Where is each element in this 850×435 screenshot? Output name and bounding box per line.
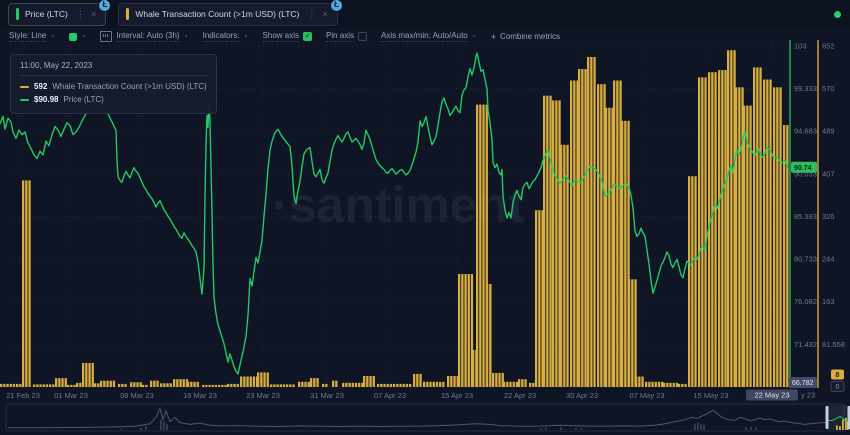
svg-text:y 23: y 23	[801, 391, 815, 400]
tab-whale-label: Whale Transaction Count (>1m USD) (LTC)	[135, 9, 300, 19]
whale-accent-bar	[126, 8, 130, 20]
svg-text:22 May 23: 22 May 23	[754, 391, 789, 400]
svg-text:80.733: 80.733	[794, 255, 817, 264]
tab-close-icon[interactable]: ×	[322, 8, 328, 20]
tab-price-label: Price (LTC)	[25, 9, 68, 19]
svg-text:8: 8	[836, 372, 840, 379]
chevron-down-icon: ⌄	[471, 33, 477, 39]
tooltip-row-whale: 592 Whale Transaction Count (>1m USD) (L…	[20, 81, 207, 94]
tab-menu-icon[interactable]: ⋮	[75, 8, 85, 19]
pin-axis-label: Pin axis	[326, 31, 355, 42]
svg-text:81.558: 81.558	[822, 340, 845, 349]
color-picker[interactable]: ⌄	[69, 32, 87, 41]
indicators-label: Indicators:	[202, 31, 240, 42]
svg-text:0: 0	[836, 384, 840, 391]
tab-whale-transaction-count[interactable]: Whale Transaction Count (>1m USD) (LTC) …	[118, 0, 343, 26]
show-axis-toggle[interactable]: Show axis	[262, 31, 313, 42]
combine-metrics-label: Combine metrics	[500, 32, 561, 41]
svg-text:90.033: 90.033	[794, 169, 817, 178]
svg-text:15 May 23: 15 May 23	[693, 391, 728, 400]
svg-text:15 Apr 23: 15 Apr 23	[441, 391, 473, 400]
tab-menu-icon[interactable]: ⋮	[307, 8, 317, 19]
svg-text:99.333: 99.333	[794, 84, 817, 93]
metric-tab-bar: Price (LTC) ⋮ × Ł Whale Transaction Coun…	[0, 0, 850, 28]
axis-value-badges: 90.74 66.782 8 0	[789, 161, 845, 392]
price-value: $90.98	[34, 94, 59, 104]
svg-text:94.683: 94.683	[794, 127, 817, 136]
litecoin-badge-icon: Ł	[329, 0, 343, 12]
svg-text:570: 570	[822, 84, 835, 93]
price-series-name: Price (LTC)	[63, 94, 104, 104]
chevron-down-icon: ⌄	[50, 33, 56, 39]
combine-metrics-button[interactable]: + Combine metrics	[491, 32, 560, 42]
indicators-dropdown[interactable]: Indicators: ⌄	[202, 31, 249, 42]
whale-series-swatch	[20, 86, 29, 89]
chevron-down-icon: ⌄	[183, 33, 189, 39]
pin-axis-toggle[interactable]: Pin axis	[326, 31, 368, 42]
svg-text:66.782: 66.782	[792, 380, 814, 387]
gridlines	[6, 40, 790, 388]
tab-close-icon[interactable]: ×	[90, 8, 97, 20]
svg-text:71.432: 71.432	[794, 340, 817, 349]
y-axis-labels: 103 652 99.333 570 94.683 489 90.033 407 85.383 3…	[794, 42, 845, 349]
chevron-down-icon: ⌄	[81, 33, 87, 39]
svg-text:90.74: 90.74	[794, 165, 812, 172]
show-axis-checkbox[interactable]	[303, 32, 313, 41]
svg-text:23 Mar 23: 23 Mar 23	[246, 391, 280, 400]
svg-text:652: 652	[822, 42, 835, 51]
brush-handle-right[interactable]	[847, 406, 850, 429]
x-axis-date-labels: 21 Feb 23 01 Mar 23 08 Mar 23 16 Mar 23 23 M…	[6, 389, 815, 401]
litecoin-badge-icon: Ł	[98, 0, 112, 12]
svg-text:85.383: 85.383	[794, 212, 817, 221]
svg-text:30 Apr 23: 30 Apr 23	[566, 391, 598, 400]
y-axes	[789, 40, 819, 388]
plus-icon: +	[490, 31, 497, 42]
svg-text:16 Mar 23: 16 Mar 23	[183, 391, 217, 400]
axis-maxmin-dropdown[interactable]: Axis max/min: Auto/Auto ⌄	[381, 31, 477, 42]
svg-text:76.082: 76.082	[794, 297, 817, 306]
svg-text:31 Mar 23: 31 Mar 23	[310, 391, 344, 400]
show-axis-label: Show axis	[262, 31, 300, 42]
whale-value: 592	[34, 82, 48, 91]
svg-text:489: 489	[822, 127, 835, 136]
tooltip-timestamp: 11:00, May 22, 2023	[20, 61, 207, 76]
pin-axis-checkbox[interactable]	[358, 32, 368, 41]
svg-text:21 Feb 23: 21 Feb 23	[6, 391, 40, 400]
interval-dropdown[interactable]: Interval: Auto (3h) ⌄	[100, 31, 189, 42]
price-line-series	[0, 52, 789, 375]
status-dot-icon	[834, 11, 841, 18]
svg-text:103: 103	[794, 42, 807, 51]
svg-text:163: 163	[822, 297, 835, 306]
svg-text:01 Mar 23: 01 Mar 23	[54, 391, 88, 400]
svg-text:244: 244	[822, 255, 835, 264]
svg-text:07 Apr 23: 07 Apr 23	[374, 391, 406, 400]
minimap-brush[interactable]	[5, 403, 850, 432]
whale-series-name: Whale Transaction Count (>1m USD) (LTC)	[52, 82, 207, 91]
style-dropdown[interactable]: Style: Line ⌄	[9, 31, 55, 42]
svg-text:07 May 23: 07 May 23	[629, 391, 664, 400]
crosshair-tooltip: 11:00, May 22, 2023 592 Whale Transactio…	[10, 54, 217, 114]
price-accent-bar	[16, 8, 19, 20]
tab-price-ltc[interactable]: Price (LTC) ⋮ × Ł	[8, 0, 112, 26]
style-label: Style: Line	[9, 31, 47, 42]
interval-label: Interval: Auto (3h)	[116, 31, 180, 42]
tooltip-row-price: $90.98 Price (LTC)	[20, 94, 207, 107]
svg-text:407: 407	[822, 169, 835, 178]
axis-maxmin-label: Axis max/min: Auto/Auto	[381, 31, 468, 42]
svg-text:326: 326	[822, 212, 835, 221]
chevron-down-icon: ⌄	[243, 33, 249, 39]
svg-text:08 Mar 23: 08 Mar 23	[120, 391, 154, 400]
whale-transaction-bars-series	[0, 50, 789, 388]
price-series-swatch	[20, 98, 29, 101]
svg-text:22 Apr 23: 22 Apr 23	[504, 391, 536, 400]
color-swatch	[69, 32, 78, 41]
brush-handle-left[interactable]	[825, 406, 829, 429]
interval-icon	[100, 31, 113, 42]
chart-toolbar: Style: Line ⌄ ⌄ Interval: Auto (3h) ⌄ In…	[0, 28, 560, 45]
